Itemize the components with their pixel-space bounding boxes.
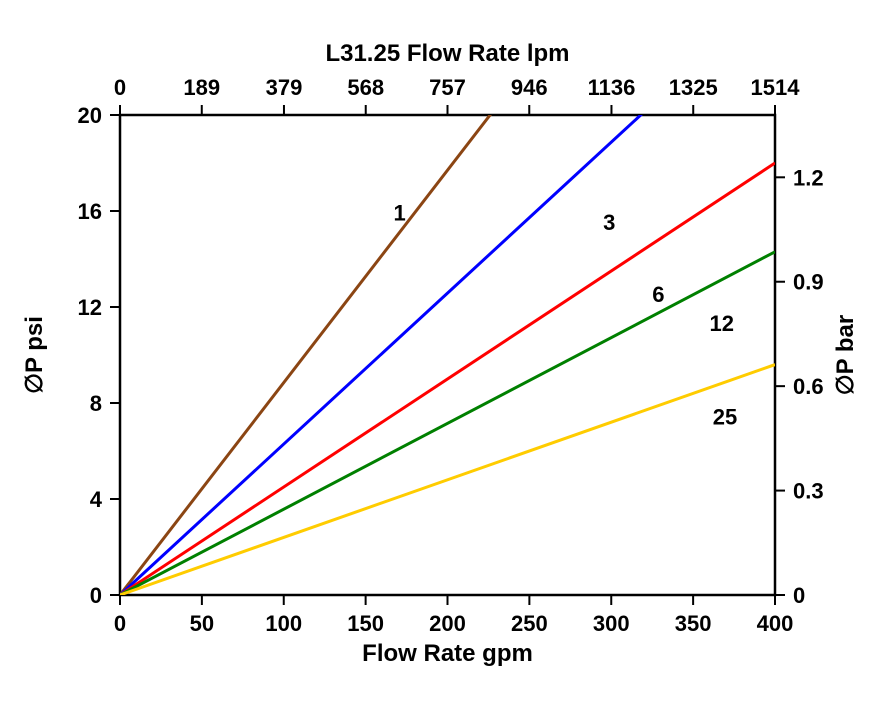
y-left-tick-label: 4 — [90, 487, 103, 512]
y-right-tick-label: 1.2 — [793, 165, 824, 190]
series-label: 1 — [393, 201, 405, 226]
x-bottom-tick-label: 300 — [593, 611, 630, 636]
x-bottom-tick-label: 250 — [511, 611, 548, 636]
x-top-tick-label: 379 — [266, 75, 303, 100]
x-bottom-tick-label: 150 — [347, 611, 384, 636]
chart-background — [0, 0, 886, 702]
series-label: 6 — [652, 282, 664, 307]
y-right-tick-label: 0 — [793, 583, 805, 608]
svg-text:∅P psi: ∅P psi — [21, 316, 48, 394]
x-bottom-tick-label: 50 — [190, 611, 214, 636]
chart-title-top: L31.25 Flow Rate lpm — [325, 40, 569, 67]
flow-rate-chart: 0501001502002503003504000189379568757946… — [0, 0, 886, 702]
chart-container: 0501001502002503003504000189379568757946… — [0, 0, 886, 702]
y-left-tick-label: 0 — [90, 583, 102, 608]
x-top-tick-label: 568 — [347, 75, 384, 100]
x-top-tick-label: 189 — [183, 75, 220, 100]
x-bottom-tick-label: 0 — [114, 611, 126, 636]
x-bottom-tick-label: 100 — [265, 611, 302, 636]
y-left-tick-label: 8 — [90, 391, 102, 416]
x-top-tick-label: 0 — [114, 75, 126, 100]
y-right-tick-label: 0.9 — [793, 270, 824, 295]
y-left-tick-label: 16 — [78, 199, 102, 224]
x-bottom-axis-label: Flow Rate gpm — [362, 640, 533, 667]
x-bottom-tick-label: 350 — [675, 611, 712, 636]
x-top-tick-label: 757 — [429, 75, 466, 100]
series-label: 12 — [710, 311, 734, 336]
y-left-tick-label: 12 — [78, 295, 102, 320]
series-label: 3 — [603, 210, 615, 235]
y-left-tick-label: 20 — [78, 103, 102, 128]
series-label: 25 — [713, 405, 737, 430]
svg-text:∅P bar: ∅P bar — [832, 315, 859, 396]
y-right-tick-label: 0.3 — [793, 479, 824, 504]
x-bottom-tick-label: 200 — [429, 611, 466, 636]
x-top-tick-label: 1325 — [669, 75, 718, 100]
x-top-tick-label: 1514 — [751, 75, 801, 100]
y-left-axis-label: ∅P psi — [21, 316, 48, 394]
x-bottom-tick-label: 400 — [757, 611, 794, 636]
x-top-tick-label: 946 — [511, 75, 548, 100]
y-right-tick-label: 0.6 — [793, 374, 824, 399]
y-right-axis-label: ∅P bar — [832, 315, 859, 396]
x-top-tick-label: 1136 — [588, 75, 636, 100]
